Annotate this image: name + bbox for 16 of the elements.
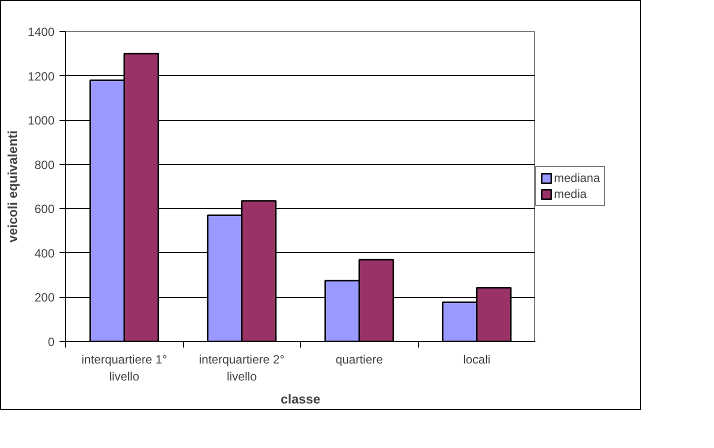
y-tick-label: 400 xyxy=(34,246,55,260)
x-tick-label: quartiere xyxy=(336,352,384,366)
y-tick-label: 1400 xyxy=(28,25,55,39)
y-axis-title: veicoli equivalenti xyxy=(4,130,20,242)
y-tick-label: 1200 xyxy=(28,69,55,84)
y-tick-label: 600 xyxy=(34,202,55,216)
x-axis-title: classe xyxy=(280,391,320,406)
y-tick-label: 1000 xyxy=(28,114,55,128)
legend-label: mediana xyxy=(554,171,600,185)
y-tick-label: 200 xyxy=(34,290,55,305)
x-tick-label: interquartiere 2° livello xyxy=(198,352,285,384)
y-tick-label: 0 xyxy=(48,335,55,349)
x-tick-label: interquartiere 1° livello xyxy=(81,352,168,384)
legend-label: media xyxy=(554,187,587,201)
x-tick-label: locali xyxy=(463,352,490,366)
y-tick-label: 800 xyxy=(34,158,55,172)
